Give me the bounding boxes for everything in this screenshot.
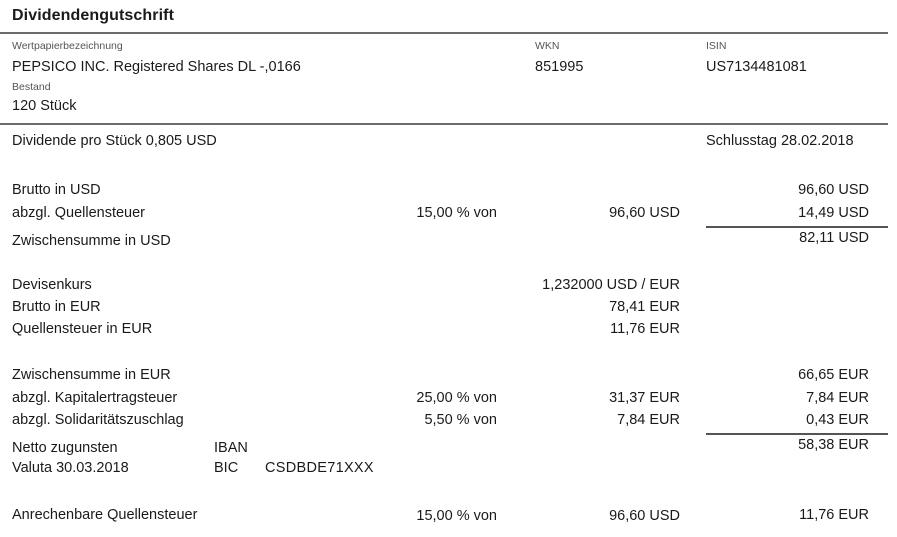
isin-value: US7134481081 <box>706 59 807 75</box>
gross-usd-amount: 96,60 USD <box>798 182 869 198</box>
fx-rate-value: 1,232000 USD / EUR <box>542 277 680 293</box>
withholding-rate: 15,00 % von <box>416 205 497 221</box>
gross-eur-value: 78,41 EUR <box>609 299 680 315</box>
capital-gains-tax-label: abzgl. Kapitalertragsteuer <box>12 390 178 406</box>
bic-value: CSDBDE71XXX <box>265 460 374 476</box>
record-date: Schlusstag 28.02.2018 <box>706 133 854 149</box>
bic-label: BIC <box>214 460 239 476</box>
subtotal-usd-amount: 82,11 USD <box>799 230 869 246</box>
security-name-label: Wertpapierbezeichnung <box>12 40 123 52</box>
solidarity-base: 7,84 EUR <box>617 412 680 428</box>
withholding-label: abzgl. Quellensteuer <box>12 205 145 221</box>
withholding-eur-label: Quellensteuer in EUR <box>12 321 153 337</box>
creditable-tax-amount: 11,76 EUR <box>799 507 869 523</box>
dividend-per-share: Dividende pro Stück 0,805 USD <box>12 133 217 149</box>
withholding-amount: 14,49 USD <box>798 205 869 221</box>
subtotal-usd-rule <box>706 226 888 228</box>
document-title: Dividendengutschrift <box>12 7 175 24</box>
net-amount: 58,38 EUR <box>798 437 869 453</box>
withholding-eur-value: 11,76 EUR <box>610 321 680 337</box>
value-date: Valuta 30.03.2018 <box>12 460 129 476</box>
withholding-base: 96,60 USD <box>609 205 680 221</box>
security-divider <box>0 123 888 125</box>
security-name: PEPSICO INC. Registered Shares DL -,0166 <box>12 59 301 75</box>
capital-gains-tax-base: 31,37 EUR <box>609 390 680 406</box>
subtotal-eur-label: Zwischensumme in EUR <box>12 367 171 383</box>
solidarity-label: abzgl. Solidaritätszuschlag <box>12 412 184 428</box>
creditable-tax-rate: 15,00 % von <box>416 508 497 524</box>
net-label: Netto zugunsten <box>12 440 118 456</box>
subtotal-eur-amount: 66,65 EUR <box>798 367 869 383</box>
wkn-label: WKN <box>535 40 560 52</box>
creditable-tax-base: 96,60 USD <box>609 508 680 524</box>
holding-value: 120 Stück <box>12 98 77 114</box>
isin-label: ISIN <box>706 40 727 52</box>
iban-label: IBAN <box>214 440 248 456</box>
holding-label: Bestand <box>12 81 51 93</box>
capital-gains-tax-rate: 25,00 % von <box>416 390 497 406</box>
solidarity-amount: 0,43 EUR <box>806 412 869 428</box>
wkn-value: 851995 <box>535 59 584 75</box>
creditable-tax-label: Anrechenbare Quellensteuer <box>12 507 198 523</box>
fx-rate-label: Devisenkurs <box>12 277 92 293</box>
solidarity-rate: 5,50 % von <box>424 412 497 428</box>
header-divider <box>0 32 888 34</box>
gross-eur-label: Brutto in EUR <box>12 299 101 315</box>
subtotal-usd-label: Zwischensumme in USD <box>12 233 171 249</box>
net-rule <box>706 433 888 435</box>
capital-gains-tax-amount: 7,84 EUR <box>806 390 869 406</box>
gross-usd-label: Brutto in USD <box>12 182 101 198</box>
